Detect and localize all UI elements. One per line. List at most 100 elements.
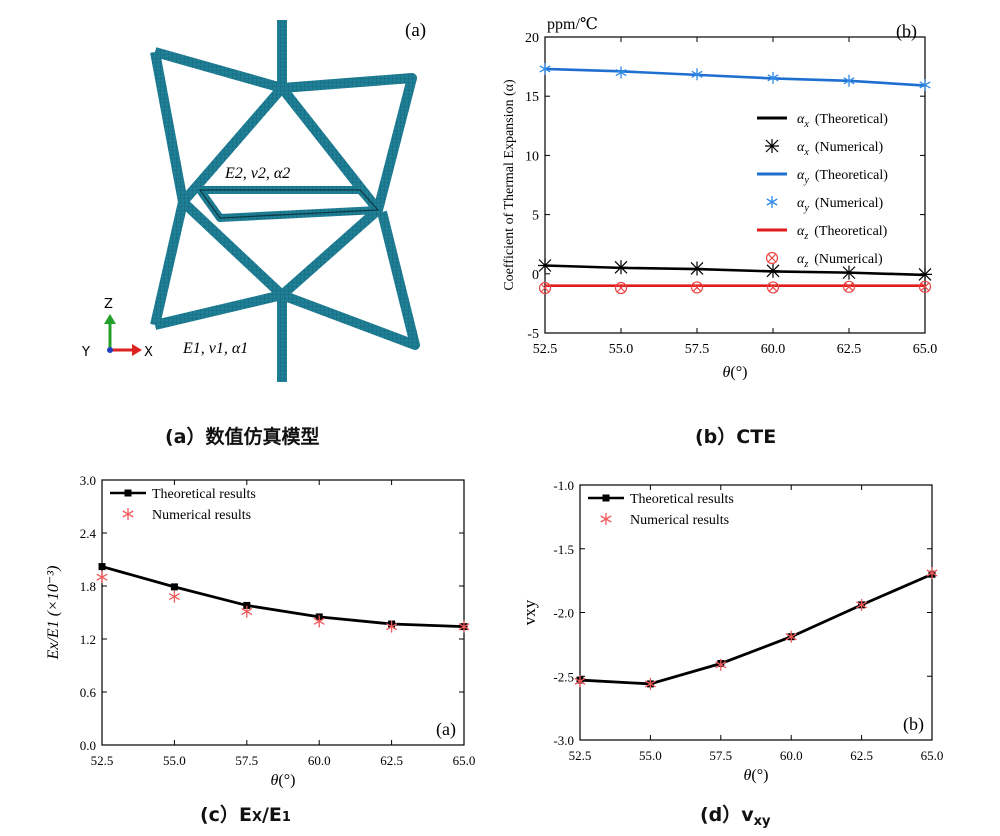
- x-tick-label: 60.0: [308, 753, 331, 768]
- x-tick-label: 52.5: [569, 748, 592, 763]
- data-point: [614, 281, 628, 295]
- data-point: [766, 263, 780, 278]
- x-tick-label: 60.0: [761, 342, 786, 357]
- legend-symbol: α: [797, 252, 805, 267]
- cte-chart: 52.5 55.0 57.5 60.0 62.5 65.0 -5 0 5 10 15 20 θ(°) Co…: [502, 16, 937, 381]
- data-point: [644, 677, 656, 690]
- legend-swatch-marker: [765, 139, 779, 153]
- legend-label: Numerical results: [630, 513, 729, 528]
- caption-c: (c）EX/E1: [200, 800, 291, 827]
- y-tick-label: -3.0: [553, 733, 574, 748]
- data-point-ring: [842, 280, 856, 293]
- legend-kind: (Numerical): [815, 140, 884, 155]
- y-tick-label: -2.5: [553, 669, 574, 684]
- x-tick-label: 57.5: [685, 342, 710, 357]
- poisson-chart: 52.5 55.0 57.5 60.0 62.5 65.0 -3.0 -2.5 -2.0 -1.5…: [520, 478, 944, 784]
- data-point-ring: [918, 280, 932, 293]
- series-theoretical-results: [576, 570, 936, 688]
- legend-symbol: α: [797, 168, 805, 183]
- series-line: [544, 67, 926, 87]
- legend-symbol: α: [797, 224, 805, 239]
- axis-y-label: Y: [81, 345, 90, 360]
- legend-swatch-marker-cross: [767, 253, 777, 263]
- data-point: [538, 281, 552, 295]
- caption-c-sub-x: X: [251, 810, 262, 825]
- data-point-ring: [766, 281, 780, 294]
- legend-label: αz (Theoretical): [797, 224, 888, 242]
- data-point-cross: [616, 283, 626, 293]
- series-numerical-results: [96, 571, 470, 633]
- data-point: [919, 78, 931, 91]
- legend-item-theoretical-results: Theoretical results: [110, 487, 256, 502]
- legend-label: αy (Theoretical): [797, 168, 888, 186]
- series-line: [101, 565, 465, 629]
- data-point: [458, 620, 470, 633]
- data-point: [574, 675, 586, 688]
- data-point: [386, 620, 398, 633]
- legend-swatch-marker: [600, 513, 612, 525]
- x-axis-label: θ(°): [744, 767, 769, 784]
- data-point: [843, 74, 855, 87]
- y-tick-label: 20: [525, 31, 539, 46]
- legend-swatch-marker: [765, 251, 779, 265]
- data-point: [842, 265, 856, 280]
- legend-swatch-marker: [602, 494, 610, 502]
- series-x-theoretical: [544, 264, 926, 277]
- data-point: [539, 62, 551, 75]
- legend-kind: (Theoretical): [814, 224, 887, 239]
- legend-kind: (Theoretical): [815, 112, 888, 127]
- data-point: [690, 281, 704, 294]
- x-axis-label-symbol: θ: [723, 364, 731, 381]
- x-axis-label-symbol: θ: [744, 767, 752, 784]
- legend: Theoretical results Numerical results: [588, 492, 734, 528]
- y-tick-label: 0.6: [80, 685, 97, 700]
- legend-swatch-marker: [766, 196, 778, 208]
- panel-label: (b): [896, 21, 917, 42]
- data-point: [690, 261, 704, 276]
- x-axis-label: θ(°): [723, 364, 748, 381]
- data-point: [615, 66, 627, 79]
- data-point: [168, 590, 180, 603]
- legend-item-z-theoretical: αz (Theoretical): [757, 224, 888, 242]
- legend-item-numerical-results: Numerical results: [122, 508, 251, 523]
- x-axis-label: θ(°): [271, 772, 296, 789]
- layer1-properties: E1, ν1, α1: [182, 340, 248, 357]
- data-point-ring: [614, 281, 628, 295]
- data-point-ring: [538, 281, 552, 295]
- legend-label: αx (Numerical): [797, 140, 884, 158]
- plot-frame: [544, 36, 926, 334]
- data-point: [856, 598, 868, 611]
- layer2-properties: E2, ν2, α2: [224, 165, 290, 182]
- y-tick-label: 3.0: [80, 473, 96, 488]
- data-point: [98, 563, 106, 571]
- series-y-numerical: [539, 62, 931, 91]
- legend-swatch-marker: [122, 508, 134, 520]
- unit-label: ppm/℃: [547, 16, 598, 33]
- data-point-ring: [690, 281, 704, 294]
- data-point: [538, 258, 552, 273]
- data-point-cross: [540, 283, 550, 293]
- data-point-cross: [692, 282, 702, 292]
- legend-swatch-marker: [124, 489, 132, 497]
- data-point-cross: [768, 282, 778, 292]
- x-tick-label: 52.5: [91, 753, 114, 768]
- x-tick-label: 55.0: [609, 342, 634, 357]
- data-point: [918, 267, 932, 282]
- x-tick-label: 65.0: [921, 748, 944, 763]
- panel-b-cte: 52.5 55.0 57.5 60.0 62.5 65.0 -5 0 5 10 15 20 θ(°) Co…: [495, 15, 965, 395]
- data-point-cross: [844, 282, 854, 292]
- y-tick-label: 0.0: [80, 738, 96, 753]
- y-axis-label: Ex/E1 (×10⁻³): [45, 566, 62, 661]
- y-tick-label: -2.0: [553, 606, 574, 621]
- y-tick-label: 15: [525, 90, 539, 105]
- data-point: [766, 281, 780, 294]
- y-tick-label: -1.0: [553, 478, 574, 493]
- legend-label: Theoretical results: [152, 487, 256, 502]
- data-point: [785, 630, 797, 643]
- x-tick-label: 57.5: [709, 748, 732, 763]
- legend-subscript: x: [803, 119, 809, 130]
- panel-a-model: (a) E2, ν2, α2 E1, ν1, α1 Z Y X: [60, 10, 460, 390]
- legend-kind: (Numerical): [814, 252, 883, 267]
- legend-kind: (Theoretical): [815, 168, 888, 183]
- caption-c-sub-1: 1: [281, 810, 291, 825]
